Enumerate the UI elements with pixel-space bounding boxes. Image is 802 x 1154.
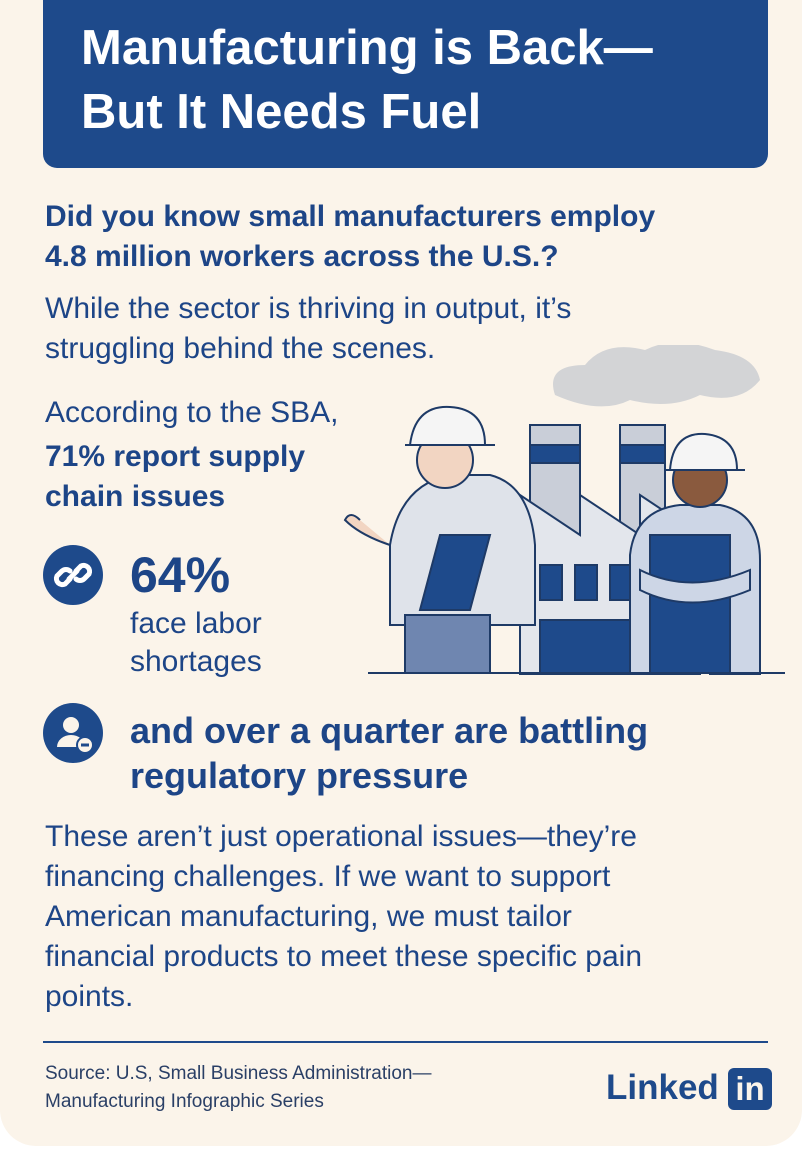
title-banner: Manufacturing is Back— But It Needs Fuel — [43, 0, 768, 168]
statement-line: While the sector is thriving in output, … — [45, 292, 572, 325]
title-line: But It Needs Fuel — [81, 85, 482, 139]
logo-badge: in — [728, 1068, 772, 1110]
link-glyph — [53, 562, 93, 588]
sba-highlight: chain issues — [45, 480, 226, 513]
illustration — [343, 345, 785, 675]
question-line: 4.8 million workers across the U.S.? — [45, 240, 559, 273]
conclusion-line: American manufacturing, we must tailor — [45, 900, 572, 933]
smoke — [553, 345, 760, 407]
conclusion-line: financial products to meet these specifi… — [45, 940, 642, 973]
statement-line: struggling behind the scenes. — [45, 332, 436, 365]
stat-text: shortages — [130, 645, 262, 678]
conclusion-line: These aren’t just operational issues—the… — [45, 820, 637, 853]
source-line: Manufacturing Infographic Series — [45, 1091, 324, 1112]
divider — [43, 1041, 768, 1043]
person-glyph — [57, 717, 94, 754]
sba-lead: According to the SBA, — [45, 396, 339, 429]
stat-text: regulatory pressure — [130, 755, 469, 796]
sba-highlight: 71% report supply — [45, 440, 306, 473]
source-line: Source: U.S, Small Business Administrati… — [45, 1063, 432, 1084]
person-icon — [43, 703, 103, 763]
conclusion-line: points. — [45, 980, 134, 1013]
question-line: Did you know small manufacturers employ — [45, 200, 656, 233]
conclusion-line: financing challenges. If we want to supp… — [45, 860, 611, 893]
stat-text: face labor — [130, 607, 262, 640]
title-line: Manufacturing is Back— — [81, 21, 653, 75]
worker-right — [629, 432, 761, 674]
logo-word: Linked — [606, 1068, 719, 1107]
stat-figure: 64% — [130, 547, 231, 603]
stat-text: and over a quarter are battling — [130, 710, 649, 751]
link-icon — [43, 545, 103, 605]
worker-left — [343, 405, 536, 674]
